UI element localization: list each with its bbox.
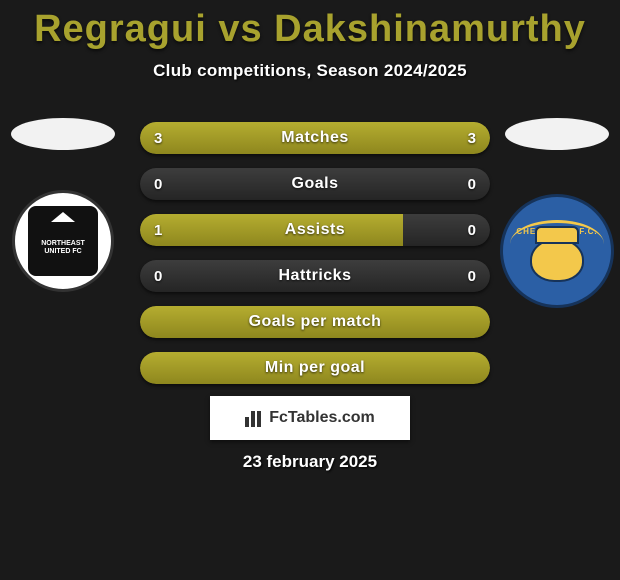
date-label: 23 february 2025: [0, 452, 620, 472]
team-badge-right: CHENNAIYIN F.C.: [500, 194, 614, 308]
stat-label: Hattricks: [140, 267, 490, 285]
subtitle: Club competitions, Season 2024/2025: [0, 61, 620, 81]
stat-label: Goals: [140, 175, 490, 193]
comparison-card: Regragui vs Dakshinamurthy Club competit…: [0, 0, 620, 580]
stat-row: 00Hattricks: [140, 260, 490, 292]
stat-row: Min per goal: [140, 352, 490, 384]
player-right-column: CHENNAIYIN F.C.: [502, 118, 612, 308]
stat-row: 33Matches: [140, 122, 490, 154]
player-right-photo: [505, 118, 609, 150]
watermark-text: FcTables.com: [269, 409, 375, 427]
stat-label: Matches: [140, 129, 490, 147]
team-badge-left: NORTHEAST UNITED FC: [12, 190, 114, 292]
stat-row: Goals per match: [140, 306, 490, 338]
stat-row: 00Goals: [140, 168, 490, 200]
stat-label: Min per goal: [140, 359, 490, 377]
page-title: Regragui vs Dakshinamurthy: [0, 8, 620, 51]
watermark[interactable]: FcTables.com: [210, 396, 410, 440]
stat-row: 10Assists: [140, 214, 490, 246]
player-left-photo: [11, 118, 115, 150]
stat-label: Assists: [140, 221, 490, 239]
fctables-logo-icon: [245, 409, 263, 427]
player-left-column: NORTHEAST UNITED FC: [8, 118, 118, 292]
team-badge-left-label: NORTHEAST UNITED FC: [28, 240, 98, 255]
stats-list: 33Matches 00Goals 10Assists 00Hattricks Goal…: [140, 122, 490, 398]
stat-label: Goals per match: [140, 313, 490, 331]
